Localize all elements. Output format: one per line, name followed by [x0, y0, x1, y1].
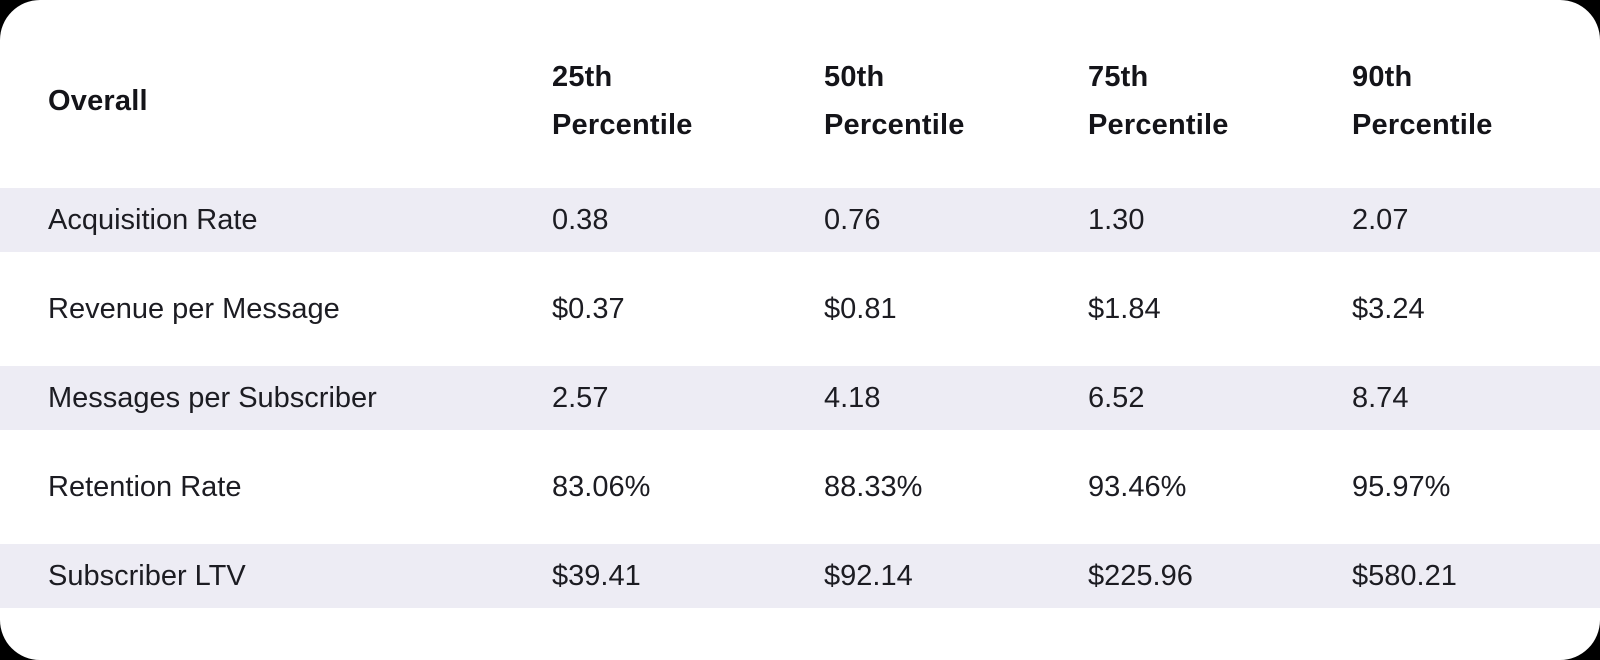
table-body: Acquisition Rate 0.38 0.76 1.30 2.07 Revenu… [0, 188, 1600, 608]
table-cell: $39.41 [552, 559, 641, 592]
table-cell: 8.74 [1352, 381, 1409, 414]
table-corner-label: Overall [48, 84, 148, 117]
table-cell: 0.38 [552, 203, 609, 236]
column-header: 25th Percentile [552, 61, 693, 141]
table-cell: $0.37 [552, 292, 625, 325]
table-cell: 2.07 [1352, 203, 1409, 236]
table-cell: 95.97% [1352, 470, 1451, 503]
table-cell: 1.30 [1088, 203, 1145, 236]
table-cell: $225.96 [1088, 559, 1193, 592]
column-header: 75th Percentile [1088, 61, 1229, 141]
table-cell: $580.21 [1352, 559, 1457, 592]
table-cell: 0.76 [824, 203, 881, 236]
row-label: Messages per Subscriber [48, 381, 377, 414]
table-row: Subscriber LTV $39.41 $92.14 $225.96 $580.2… [0, 544, 1600, 608]
column-header: 90th Percentile [1352, 61, 1493, 141]
table-row: Acquisition Rate 0.38 0.76 1.30 2.07 [0, 188, 1600, 252]
table-row: Messages per Subscriber 2.57 4.18 6.52 8.74 [0, 366, 1600, 430]
table-cell: $3.24 [1352, 292, 1425, 325]
row-label: Subscriber LTV [48, 559, 246, 592]
table-cell: 88.33% [824, 470, 923, 503]
table-cell: $0.81 [824, 292, 897, 325]
row-label: Retention Rate [48, 470, 242, 503]
table-row: Revenue per Message $0.37 $0.81 $1.84 $3.24 [0, 277, 1600, 341]
table-cell: 6.52 [1088, 381, 1145, 414]
table-cell: $92.14 [824, 559, 913, 592]
row-label: Revenue per Message [48, 292, 340, 325]
table-cell: 83.06% [552, 470, 651, 503]
table-header-row: Overall 25th Percentile 50th Percentile 75… [0, 0, 1600, 188]
table-cell: $1.84 [1088, 292, 1161, 325]
row-label: Acquisition Rate [48, 203, 258, 236]
table-cell: 2.57 [552, 381, 609, 414]
table-cell: 4.18 [824, 381, 881, 414]
table-row: Retention Rate 83.06% 88.33% 93.46% 95.97% [0, 455, 1600, 519]
column-header: 50th Percentile [824, 61, 965, 141]
table-cell: 93.46% [1088, 470, 1187, 503]
